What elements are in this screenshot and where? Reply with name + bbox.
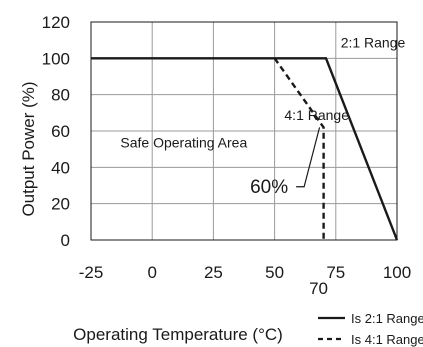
legend-label-4-1: Is 4:1 Range — [351, 332, 423, 347]
annotations: 2:1 Range 4:1 Range Safe Operating Area 60% — [120, 34, 405, 197]
x-tick-label-extra: 70 — [309, 279, 328, 298]
x-tick-label: 100 — [383, 263, 411, 282]
y-axis-ticks: 0 20 40 60 80 100 120 — [42, 13, 70, 250]
annotation-2-1-range: 2:1 Range — [341, 34, 406, 50]
series-line-0 — [91, 57, 399, 241]
leader-line-60 — [296, 127, 321, 188]
legend: Is 2:1 Range Is 4:1 Range — [318, 311, 423, 347]
y-tick-label: 100 — [42, 49, 70, 68]
legend-item-4-1: Is 4:1 Range — [318, 332, 423, 347]
y-tick-label: 0 — [61, 231, 70, 250]
plot-frame — [90, 21, 398, 241]
y-axis-title: Output Power (%) — [19, 81, 38, 216]
grid — [90, 21, 398, 241]
y-tick-label: 120 — [42, 13, 70, 32]
x-tick-label: -25 — [79, 263, 104, 282]
y-tick-label: 20 — [51, 195, 70, 214]
annotation-safe-area: Safe Operating Area — [120, 134, 247, 150]
series-layer — [91, 57, 399, 241]
legend-item-2-1: Is 2:1 Range — [318, 311, 423, 326]
series-line-1 — [273, 57, 325, 240]
annotation-60-percent: 60% — [250, 177, 288, 198]
y-tick-label: 60 — [51, 122, 70, 141]
y-tick-label: 40 — [51, 158, 70, 177]
legend-label-2-1: Is 2:1 Range — [351, 311, 423, 326]
x-axis-title: Operating Temperature (°C) — [73, 325, 283, 344]
x-tick-label: 0 — [147, 263, 156, 282]
x-tick-label: 75 — [326, 263, 345, 282]
x-tick-label: 25 — [204, 263, 223, 282]
x-axis-ticks: -25 0 25 50 75 100 70 — [79, 263, 411, 298]
y-tick-label: 80 — [51, 86, 70, 105]
annotation-4-1-range: 4:1 Range — [284, 107, 349, 123]
x-tick-label: 50 — [265, 263, 284, 282]
